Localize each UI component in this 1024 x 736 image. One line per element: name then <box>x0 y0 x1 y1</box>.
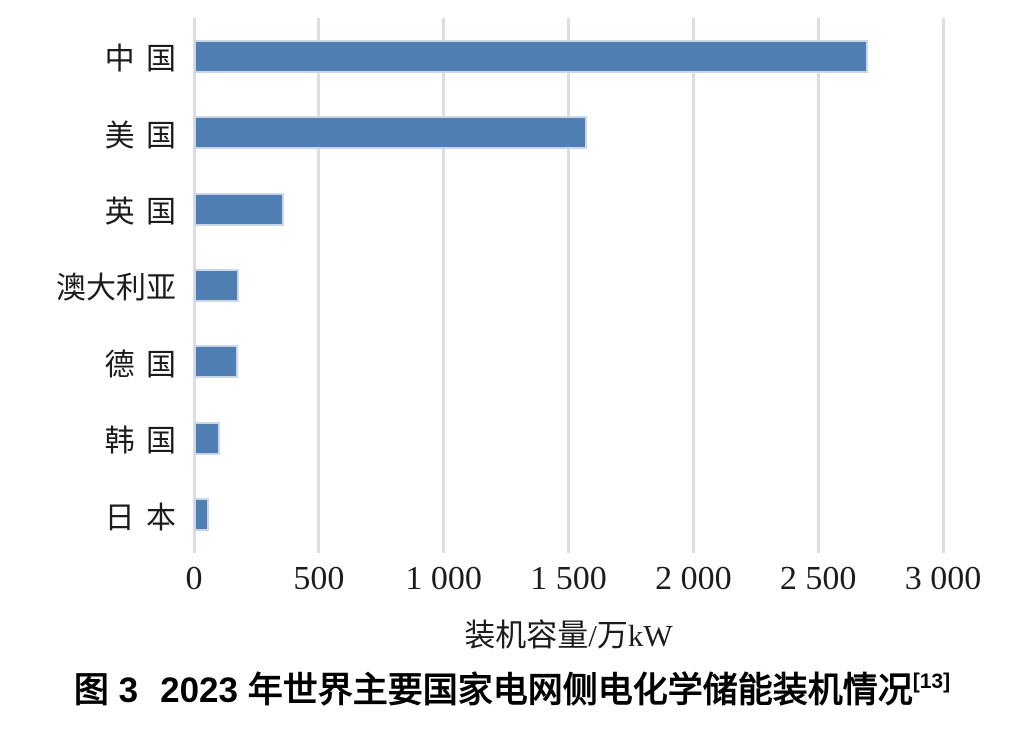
figure-number: 图 3 <box>73 671 139 710</box>
bar-4 <box>194 268 239 302</box>
bar-2 <box>194 116 588 150</box>
y-axis-category-labels: 中国 美国 英国 澳大利亚 德国 韩国 日本 <box>0 18 176 553</box>
gridline-3000 <box>941 18 945 553</box>
x-axis-title: 装机容量/万kW <box>464 618 673 653</box>
x-tick-label-0: 0 <box>185 560 203 597</box>
x-axis-tick-labels: 0 500 1 000 1 500 2 000 2 500 3 000 <box>186 560 982 600</box>
x-tick-label-2000: 2 000 <box>655 560 732 597</box>
bar-row-1 <box>194 18 943 94</box>
bar-1 <box>194 39 869 73</box>
category-label-3: 英国 <box>104 196 188 230</box>
gridline-1500 <box>567 18 570 553</box>
bar-row-5 <box>194 324 943 400</box>
category-label-1: 中国 <box>104 43 188 77</box>
bar-row-7 <box>194 477 943 553</box>
gridline-500 <box>317 18 321 553</box>
figure-title: 2023 年世界主要国家电网侧电化学储能装机情况 <box>160 671 913 710</box>
plot-area <box>192 18 945 553</box>
bar-row-4 <box>194 247 943 323</box>
category-label-5: 德国 <box>104 348 188 382</box>
bar-7 <box>194 498 209 532</box>
gridline-1000 <box>442 18 446 553</box>
x-tick-label-500: 500 <box>293 560 345 597</box>
bar-row-2 <box>194 94 943 170</box>
x-tick-label-2500: 2 500 <box>779 560 857 597</box>
x-tick-label-3000: 3 000 <box>904 560 982 597</box>
bar-rows <box>194 18 943 553</box>
gridline-2000 <box>691 18 695 553</box>
x-tick-label-1500: 1 500 <box>530 560 607 597</box>
x-tick-label-1000: 1 000 <box>405 560 482 597</box>
category-label-2: 美国 <box>104 119 188 153</box>
bar-chart: 中国 美国 英国 澳大利亚 德国 韩国 日本 0 500 1 000 1 500 2 000 2 50… <box>0 18 982 653</box>
gridline-2500 <box>816 18 820 553</box>
bar-6 <box>194 421 221 455</box>
bar-5 <box>194 345 238 379</box>
bar-3 <box>194 192 284 226</box>
category-label-6: 韩国 <box>104 425 188 459</box>
citation-reference: [13] <box>912 670 951 693</box>
bar-row-3 <box>194 171 943 247</box>
bar-row-6 <box>194 400 943 476</box>
category-label-7: 日本 <box>104 501 188 535</box>
figure-caption: 图 3 2023 年世界主要国家电网侧电化学储能装机情况[13] <box>0 662 1024 713</box>
category-label-4: 澳大利亚 <box>56 272 176 306</box>
